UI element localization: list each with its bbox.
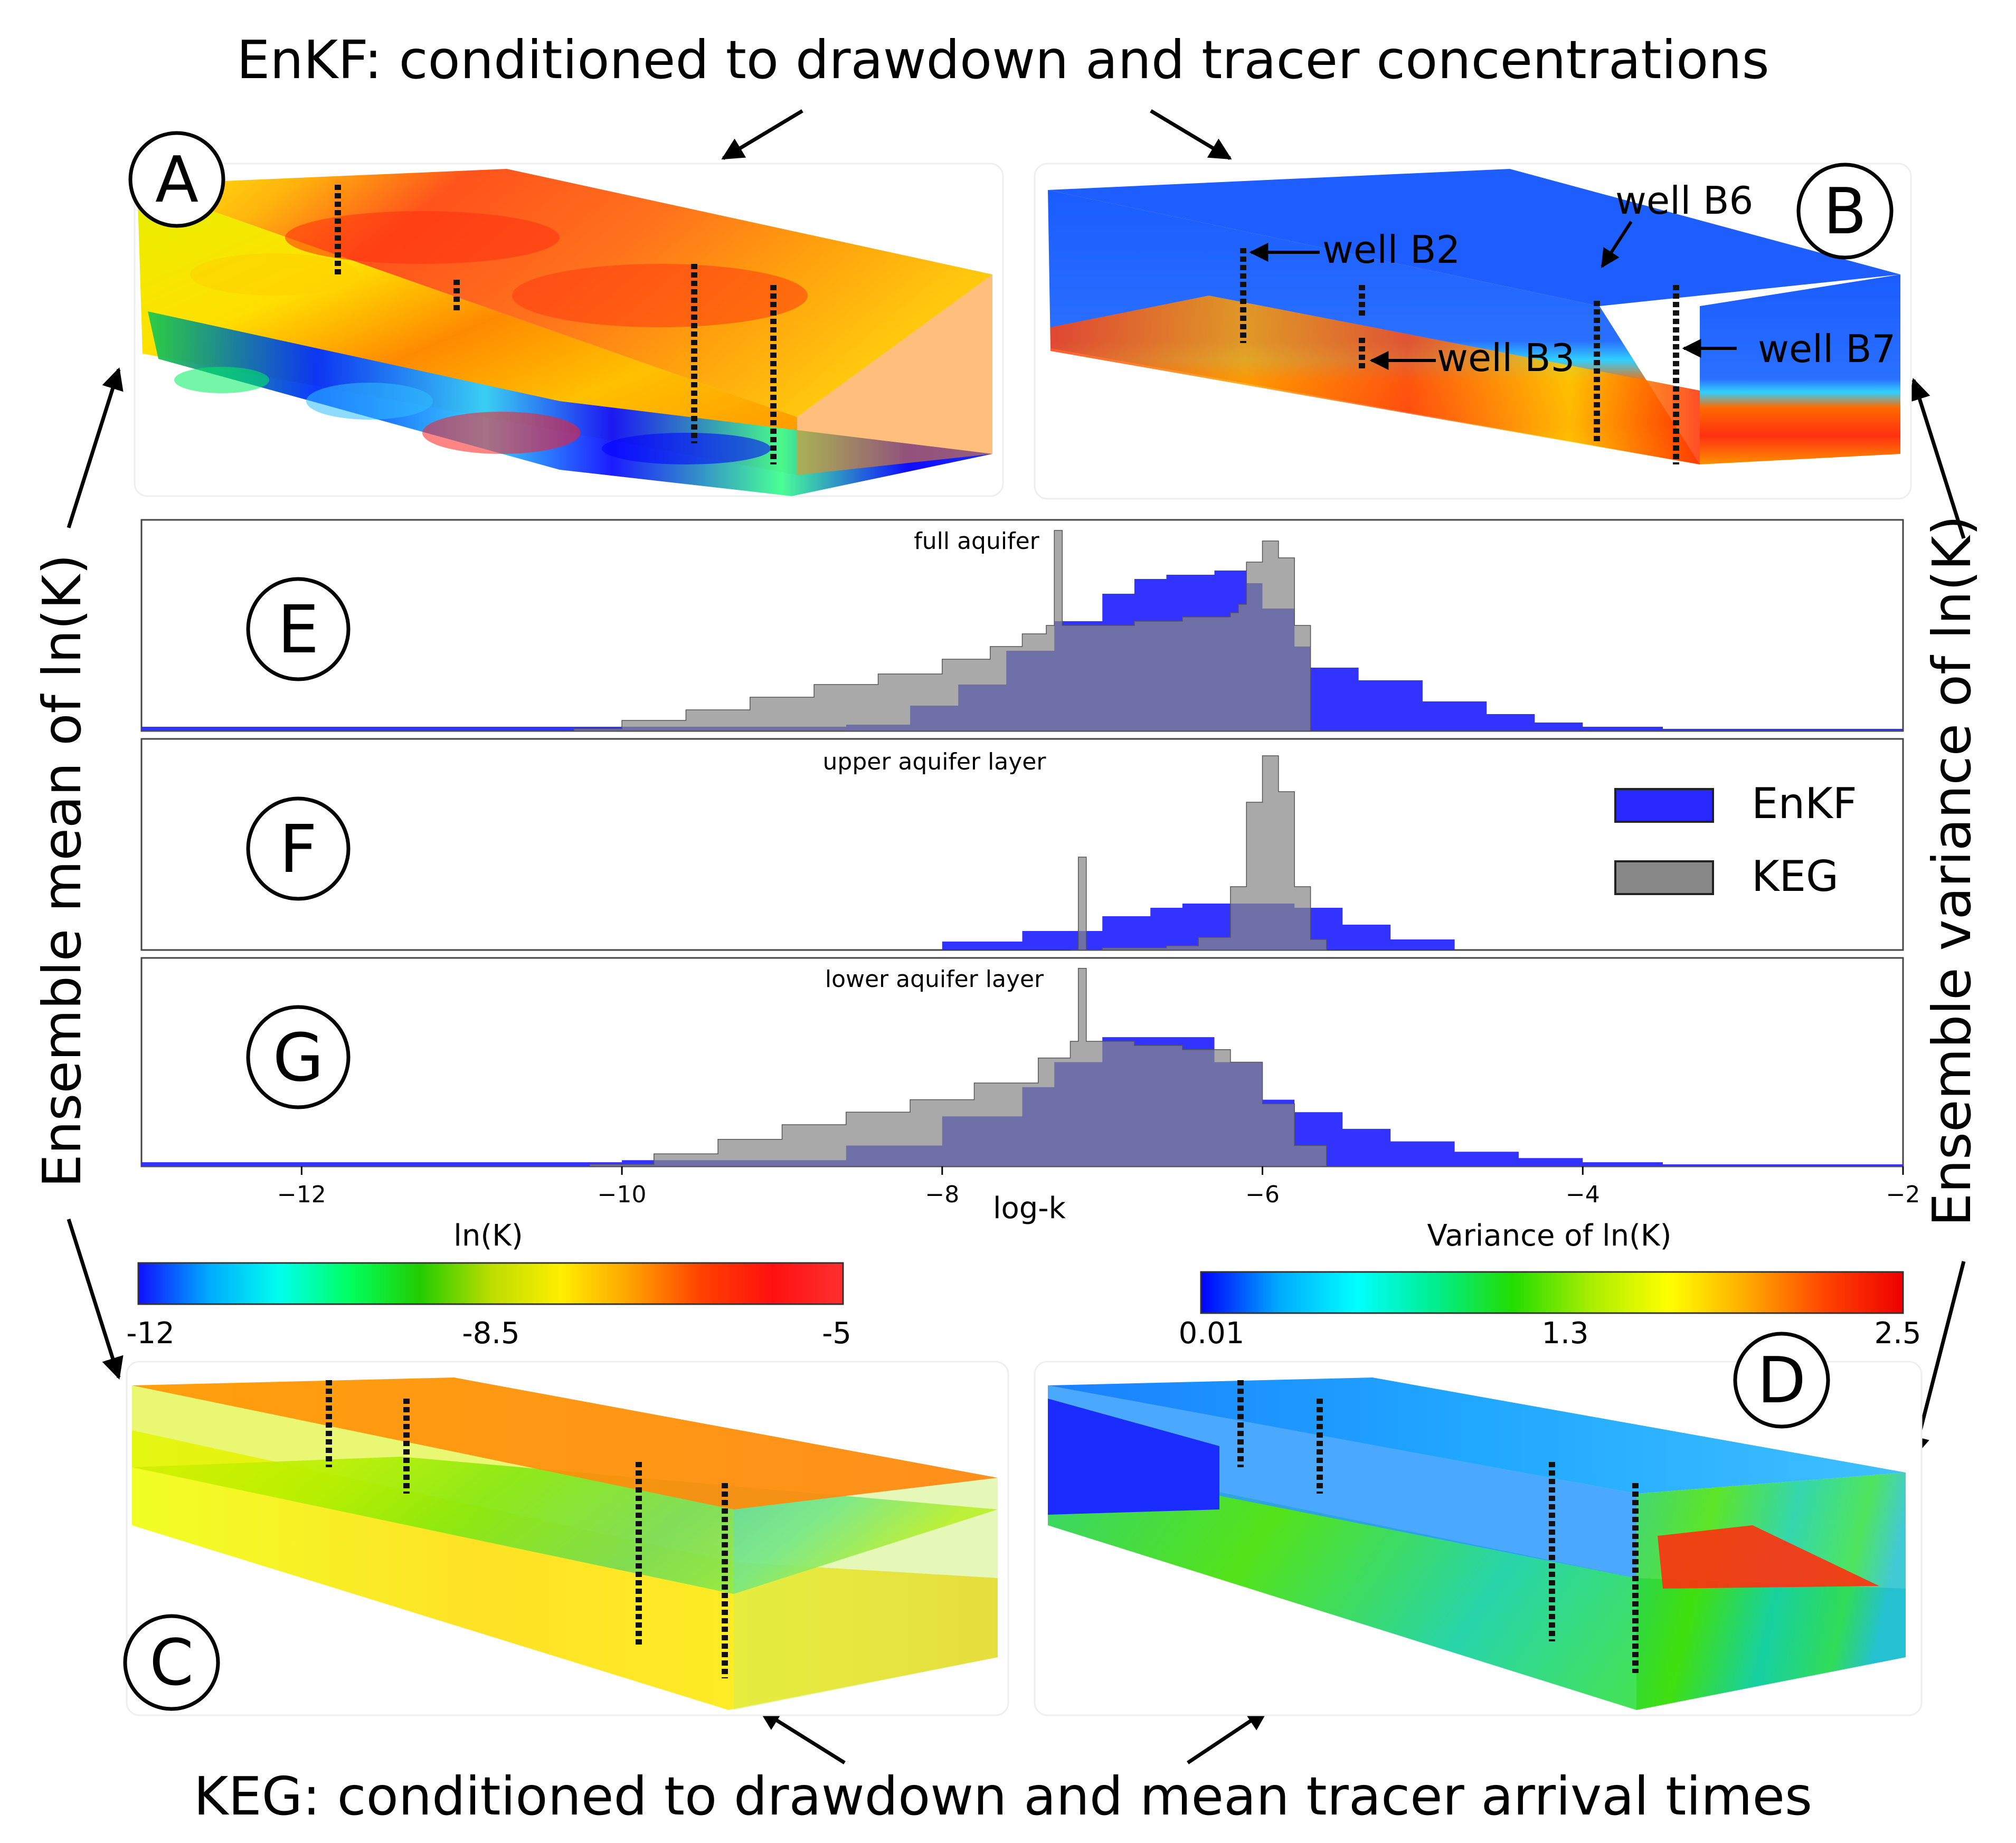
- histogram-g: [140, 957, 1904, 1167]
- lnk-tick-max: -5: [822, 1316, 851, 1351]
- panel-d-letter-badge: D: [1733, 1332, 1830, 1429]
- histogram-e-keg-bars: [141, 530, 1903, 732]
- panel-c-top-face: [132, 1378, 998, 1509]
- histogram-e-badge: E: [246, 577, 351, 681]
- panel-d-side-face: [1048, 1385, 1636, 1578]
- panel-b-end-face: [1700, 274, 1900, 464]
- histogram-e: [140, 519, 1904, 732]
- well-b2-label: well B2: [1322, 227, 1460, 272]
- panel-c-wells: [326, 1380, 728, 1678]
- histogram-g-keg-bars: [141, 968, 1903, 1167]
- lnk-colorbar-ramp: [137, 1262, 844, 1305]
- panel-d: D: [1034, 1332, 1923, 1716]
- panel-c-letter: C: [149, 1627, 194, 1700]
- panel-c-letter-badge: C: [123, 1614, 220, 1711]
- x-tick-label: −2: [1886, 1181, 1920, 1208]
- lnk-tick-mid: -8.5: [462, 1316, 519, 1351]
- panel-a: A: [128, 131, 1004, 497]
- panel-d-top-face: [1048, 1378, 1906, 1494]
- panel-b-well-annotations: [1249, 221, 1737, 370]
- right-side-label: Ensemble variance of ln(K): [1921, 515, 1983, 1226]
- histogram-f-frame: [140, 738, 1904, 951]
- x-tick-label: −10: [598, 1181, 647, 1208]
- left-side-label: Ensemble mean of ln(K): [31, 554, 93, 1188]
- panel-b-letter-badge: B: [1796, 163, 1894, 260]
- lnk-colorbar: ln(K) -12 -8.5 -5: [126, 1219, 851, 1351]
- legend-label-keg: KEG: [1752, 852, 1839, 901]
- histogram-e-title: full aquifer: [914, 528, 1039, 555]
- panel-a-letter: A: [155, 144, 198, 217]
- variance-colorbar-title: Variance of ln(K): [1427, 1219, 1672, 1253]
- x-tick-label: −4: [1566, 1181, 1600, 1208]
- panel-a-end-face: [797, 274, 992, 475]
- panel-a-wells: [335, 185, 777, 464]
- well-b3-label: well B3: [1437, 336, 1575, 380]
- var-tick-mid: 1.3: [1541, 1316, 1588, 1351]
- panel-d-high-variance-zone: [1658, 1525, 1879, 1589]
- legend-label-enkf: EnKF: [1752, 779, 1857, 828]
- panel-c-end-face: [734, 1478, 998, 1710]
- panel-d-letter: D: [1757, 1344, 1806, 1418]
- x-tick-label: −6: [1245, 1181, 1280, 1208]
- panel-a-lower-layer: [148, 311, 992, 496]
- panel-b: well B2 well B3 well B6 well B7 B: [1034, 163, 1912, 500]
- panel-b-wells: [1240, 248, 1679, 464]
- panel-d-dark-block: [1048, 1399, 1219, 1515]
- histogram-f-keg-bars: [1070, 755, 1327, 951]
- legend: EnKF KEG: [1614, 779, 1857, 901]
- pointer-arrows: [67, 109, 1966, 1764]
- x-axis-label: log-k: [993, 1191, 1066, 1226]
- histogram-g-letter: G: [273, 1020, 324, 1096]
- panel-b-top-face: [1048, 169, 1900, 306]
- legend-swatch-keg: [1614, 860, 1714, 895]
- histogram-e-letter: E: [278, 592, 319, 668]
- histogram-plots: full aquifer upper aquifer layer lower a…: [140, 519, 1920, 1226]
- var-tick-max: 2.5: [1874, 1316, 1921, 1351]
- x-axis: −12 −10 −8 −6 −4 −2: [277, 1166, 1920, 1208]
- x-tick-label: −12: [277, 1181, 326, 1208]
- variance-colorbar: Variance of ln(K) 0.01 1.3 2.5: [1179, 1219, 1922, 1351]
- panel-a-noise: [174, 211, 808, 464]
- bottom-title: KEG: conditioned to drawdown and mean tr…: [194, 1765, 1812, 1827]
- panel-c-side-face: [132, 1385, 734, 1594]
- legend-swatch-enkf: [1614, 788, 1714, 823]
- well-b7-label: well B7: [1758, 327, 1896, 371]
- x-tick-label: −8: [925, 1181, 959, 1208]
- well-b6-label: well B6: [1615, 178, 1753, 223]
- panel-b-letter: B: [1823, 175, 1867, 249]
- lnk-tick-min: -12: [126, 1316, 174, 1351]
- panel-a-letter-badge: A: [128, 131, 225, 228]
- lnk-colorbar-title: ln(K): [453, 1219, 523, 1253]
- panel-b-floor: [1050, 296, 1700, 464]
- histogram-f: [140, 738, 1904, 951]
- histogram-g-badge: G: [246, 1005, 351, 1109]
- histogram-f-letter: F: [279, 811, 317, 888]
- panel-c: C: [123, 1361, 1009, 1716]
- variance-colorbar-ramp: [1200, 1271, 1904, 1314]
- top-title: EnKF: conditioned to drawdown and tracer…: [236, 29, 1769, 91]
- histogram-f-badge: F: [246, 796, 351, 901]
- histogram-f-title: upper aquifer layer: [823, 748, 1047, 775]
- panel-d-wells: [1237, 1380, 1639, 1673]
- histogram-g-title: lower aquifer layer: [825, 966, 1044, 993]
- var-tick-min: 0.01: [1179, 1316, 1245, 1351]
